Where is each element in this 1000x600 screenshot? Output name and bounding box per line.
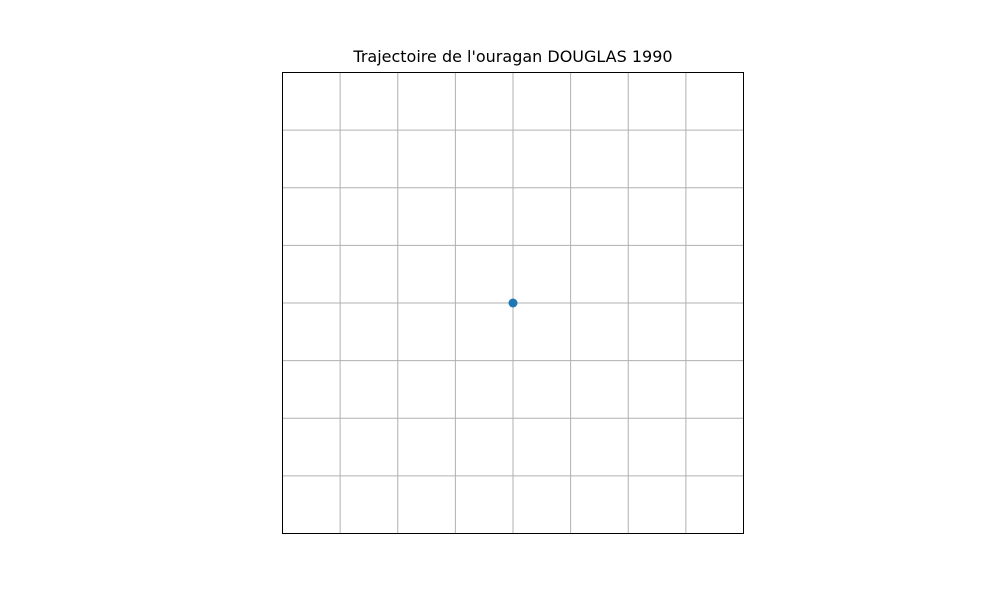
axes-frame <box>282 72 744 534</box>
data-point <box>508 298 518 308</box>
chart-title: Trajectoire de l'ouragan DOUGLAS 1990 <box>353 47 673 66</box>
data-points <box>508 298 518 308</box>
